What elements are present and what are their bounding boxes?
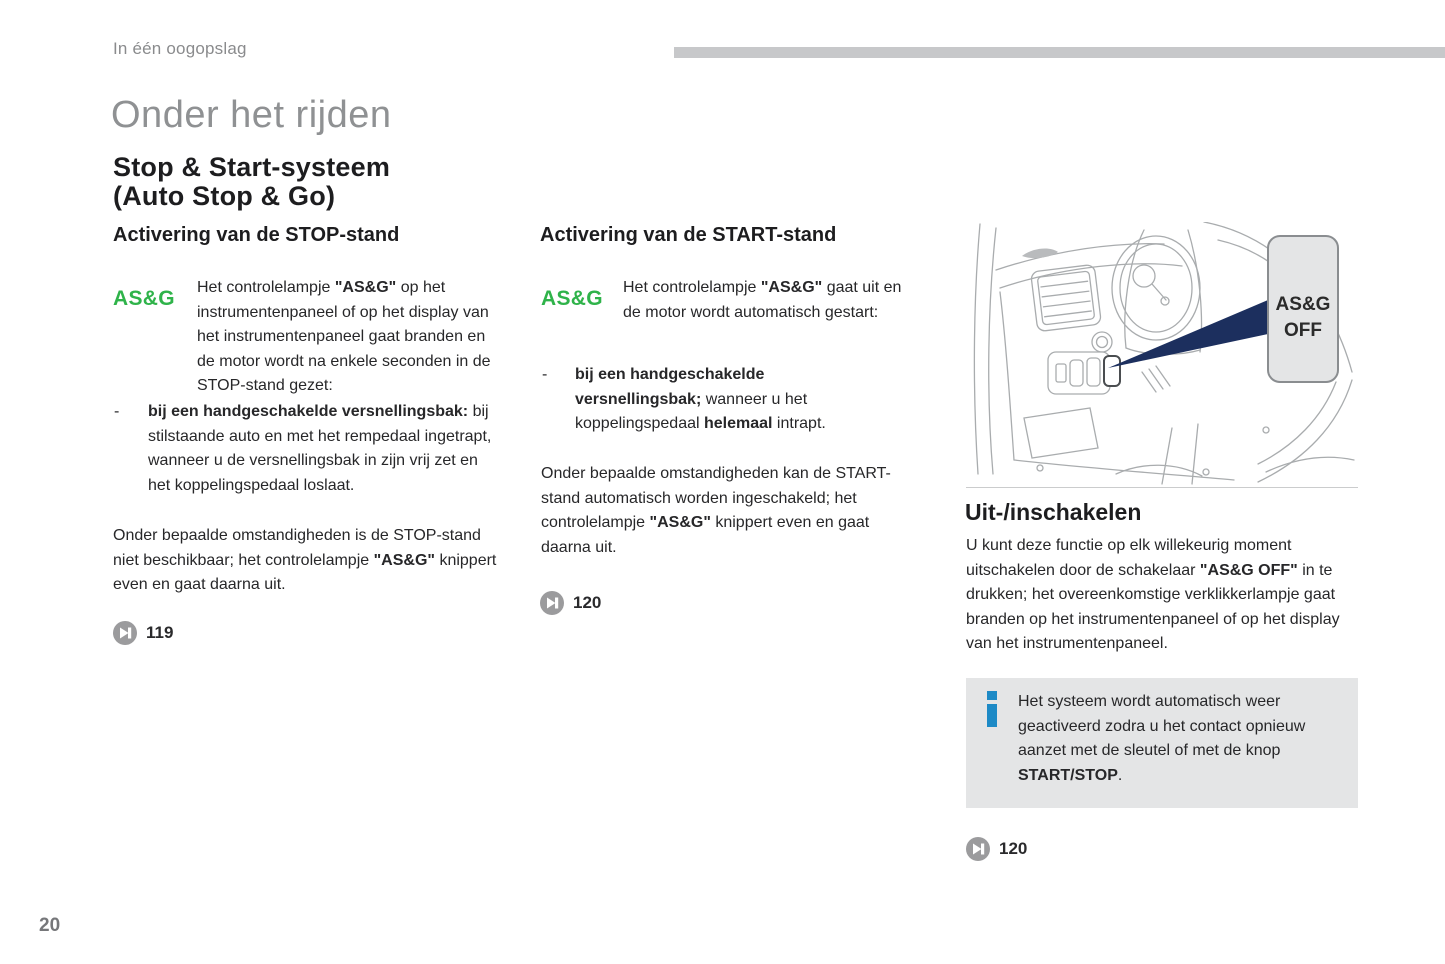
asg-indicator-label: AS&G — [541, 287, 603, 310]
stop-section-heading: Activering van de STOP-stand — [113, 224, 400, 246]
dashboard-illustration: AS&G OFF — [966, 221, 1358, 488]
bullet-dash: - — [542, 366, 548, 383]
asg-indicator-label: AS&G — [113, 287, 175, 310]
header-rule-bar — [674, 47, 1445, 58]
page-ref-icon — [966, 837, 990, 861]
callout-arrow — [1108, 300, 1268, 368]
off-body-paragraph: U kunt deze functie op elk willekeurig m… — [966, 537, 1340, 652]
page-ref-number: 120 — [999, 839, 1028, 858]
page-ref-icon — [113, 621, 137, 645]
start-bullet-item: bij een handgeschakelde versnellingsbak;… — [575, 366, 826, 432]
page-ref-number: 119 — [146, 623, 174, 642]
stop-bullet-item: bij een handgeschakelde versnellingsbak:… — [148, 403, 492, 494]
stop-intro-paragraph: Het controlelampje "AS&G" op het instrum… — [197, 279, 491, 394]
page-number: 20 — [39, 915, 61, 936]
page-reference: 120 — [966, 837, 1027, 861]
start-note-paragraph: Onder bepaalde omstandigheden kan de STA… — [541, 465, 891, 556]
info-box-text: Het systeem wordt automatisch weer geact… — [1018, 693, 1306, 784]
info-icon — [987, 691, 997, 727]
section-title-line2: (Auto Stop & Go) — [113, 181, 336, 211]
asg-off-button-callout: AS&G OFF — [1267, 235, 1339, 383]
switch-panel — [1047, 351, 1121, 395]
stop-note-paragraph: Onder bepaalde omstandigheden is de STOP… — [113, 527, 497, 593]
dashboard-line-art: AS&G OFF — [973, 221, 1355, 485]
page-reference: 120 — [540, 591, 601, 615]
bullet-dash: - — [114, 403, 120, 420]
dash-shadow-shape — [1022, 248, 1058, 259]
page-ref-icon — [540, 591, 564, 615]
figure-divider — [966, 487, 1358, 488]
section-title: Stop & Start-systeem (Auto Stop & Go) — [113, 153, 390, 211]
page-reference: 119 — [113, 621, 173, 645]
section-title-line1: Stop & Start-systeem — [113, 152, 391, 182]
callout-label-line2: OFF — [1284, 320, 1322, 341]
air-vent — [1030, 264, 1102, 332]
callout-label-line1: AS&G — [1276, 294, 1331, 315]
info-box: Het systeem wordt automatisch weer geact… — [966, 678, 1358, 808]
breadcrumb: In één oogopslag — [113, 39, 247, 58]
start-section-heading: Activering van de START-stand — [540, 224, 837, 246]
start-intro-paragraph: Het controlelampje "AS&G" gaat uit en de… — [623, 279, 902, 321]
off-section-heading: Uit-/inschakelen — [965, 499, 1142, 525]
page-title: Onder het rijden — [111, 94, 392, 136]
page-ref-number: 120 — [573, 593, 602, 612]
